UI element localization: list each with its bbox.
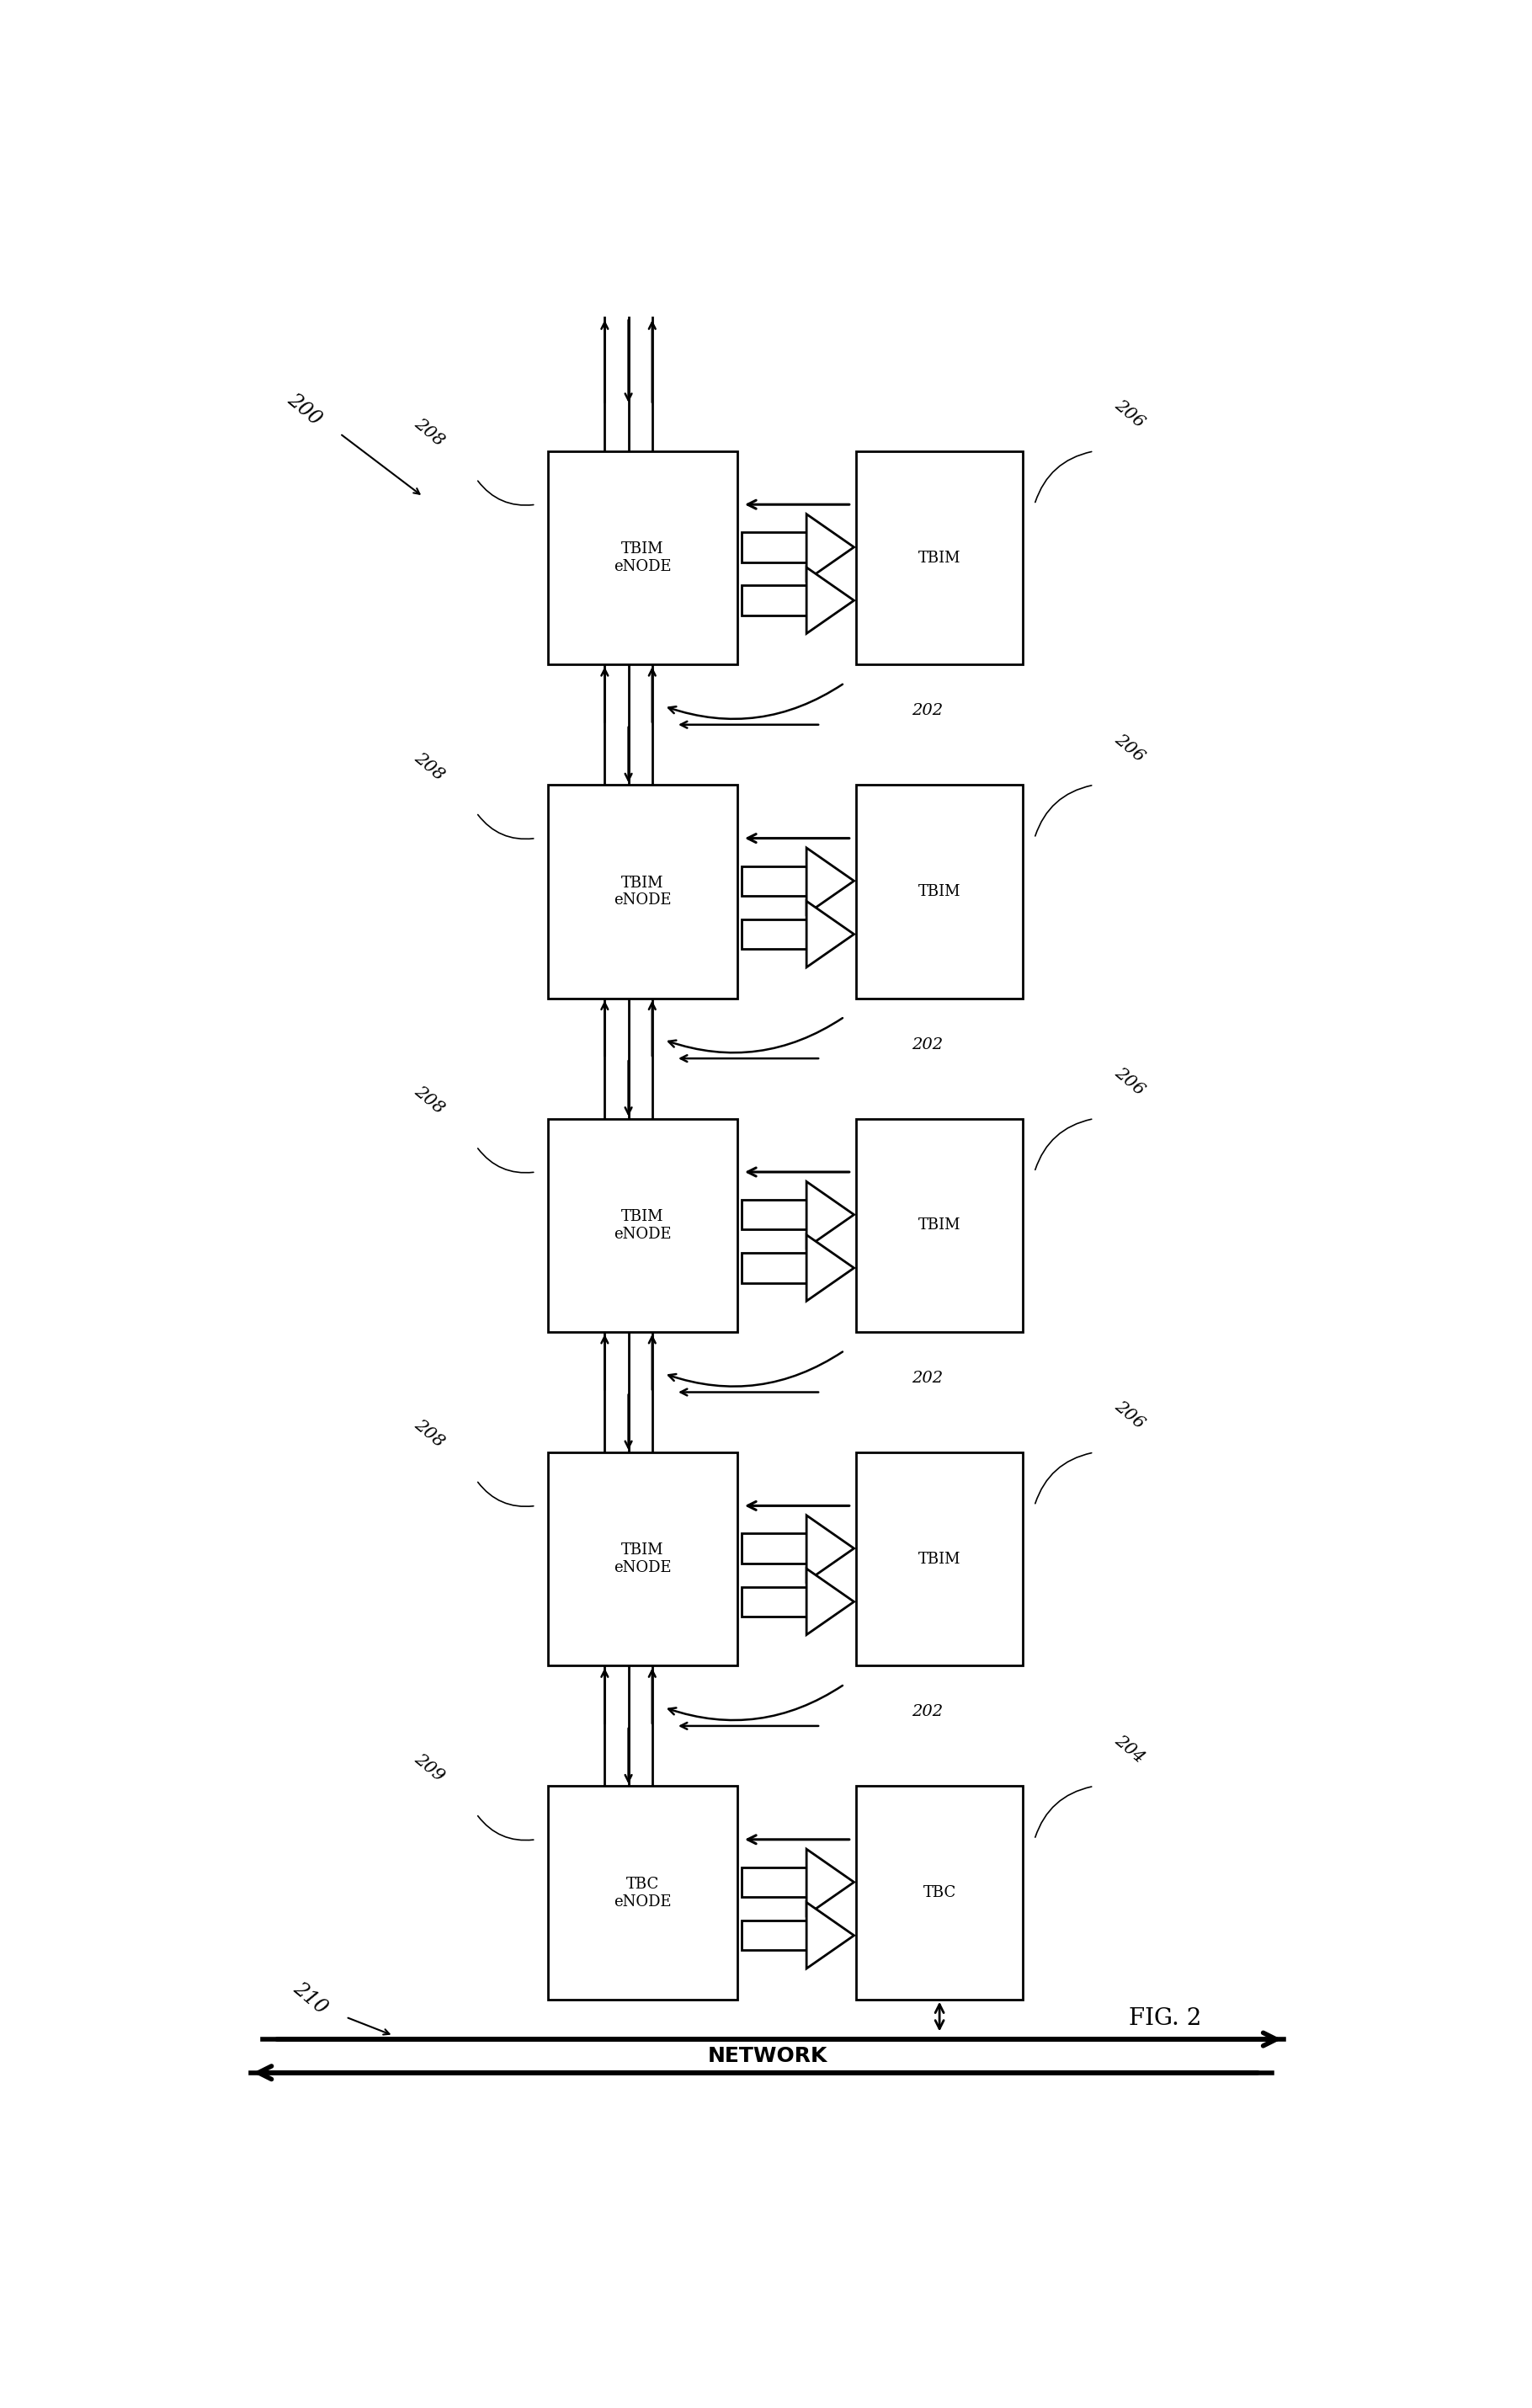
Text: TBIM
eNODE: TBIM eNODE <box>614 874 671 908</box>
Bar <box>856 1787 1023 1999</box>
Text: 204: 204 <box>1112 1731 1147 1765</box>
Text: 202: 202 <box>912 703 944 718</box>
Bar <box>856 1452 1023 1666</box>
Polygon shape <box>741 1199 806 1230</box>
Polygon shape <box>741 867 806 896</box>
Text: TBIM
eNODE: TBIM eNODE <box>614 542 671 573</box>
Polygon shape <box>806 1182 853 1247</box>
Text: 209: 209 <box>411 1751 447 1784</box>
Text: TBIM: TBIM <box>918 1551 961 1568</box>
Text: 202: 202 <box>912 1038 944 1052</box>
Text: 208: 208 <box>411 1416 447 1450</box>
Text: FIG. 2: FIG. 2 <box>1129 2008 1201 2030</box>
Text: 208: 208 <box>411 1084 447 1117</box>
Text: 206: 206 <box>1112 397 1147 431</box>
Text: TBIM
eNODE: TBIM eNODE <box>614 1544 671 1575</box>
Bar <box>548 1452 738 1666</box>
Text: 202: 202 <box>912 1705 944 1719</box>
Text: TBC: TBC <box>922 1885 956 1900</box>
Bar <box>856 785 1023 999</box>
Polygon shape <box>806 1515 853 1582</box>
Text: TBIM
eNODE: TBIM eNODE <box>614 1209 671 1243</box>
Polygon shape <box>806 1902 853 1967</box>
Polygon shape <box>806 568 853 633</box>
Polygon shape <box>806 1568 853 1635</box>
Text: 206: 206 <box>1112 732 1147 766</box>
Polygon shape <box>741 532 806 561</box>
Text: 206: 206 <box>1112 1399 1147 1433</box>
Polygon shape <box>806 513 853 580</box>
Text: 206: 206 <box>1112 1064 1147 1098</box>
Polygon shape <box>806 1235 853 1300</box>
Polygon shape <box>741 1587 806 1616</box>
Polygon shape <box>806 848 853 915</box>
Text: TBC
eNODE: TBC eNODE <box>614 1876 671 1910</box>
Text: 208: 208 <box>411 749 447 783</box>
Text: 210: 210 <box>290 1979 331 2018</box>
Text: TBIM: TBIM <box>918 551 961 566</box>
Polygon shape <box>741 1252 806 1283</box>
Polygon shape <box>741 920 806 949</box>
Bar <box>856 450 1023 665</box>
Polygon shape <box>741 1922 806 1950</box>
Text: 200: 200 <box>283 390 325 429</box>
Bar <box>548 1120 738 1332</box>
Text: 202: 202 <box>912 1370 944 1387</box>
Polygon shape <box>741 1866 806 1898</box>
Polygon shape <box>806 901 853 968</box>
Bar <box>548 785 738 999</box>
Polygon shape <box>741 585 806 616</box>
Text: TBIM: TBIM <box>918 884 961 898</box>
Bar <box>548 450 738 665</box>
Bar <box>548 1787 738 1999</box>
Text: NETWORK: NETWORK <box>708 2047 827 2066</box>
Polygon shape <box>806 1849 853 1914</box>
Text: TBIM: TBIM <box>918 1218 961 1233</box>
Bar <box>856 1120 1023 1332</box>
Polygon shape <box>741 1534 806 1563</box>
Text: 208: 208 <box>411 417 447 450</box>
